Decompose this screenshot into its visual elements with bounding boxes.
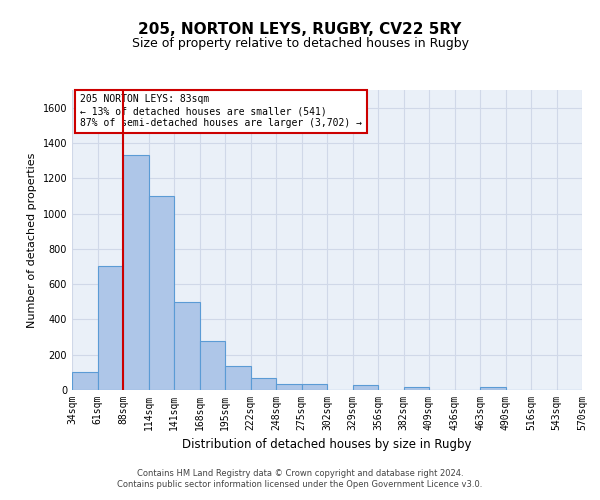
X-axis label: Distribution of detached houses by size in Rugby: Distribution of detached houses by size … (182, 438, 472, 452)
Text: 205, NORTON LEYS, RUGBY, CV22 5RY: 205, NORTON LEYS, RUGBY, CV22 5RY (139, 22, 461, 38)
Bar (123, 156, 149, 390)
Bar (149, 196, 174, 390)
Bar (97, 266, 123, 390)
Bar (404, 388, 429, 390)
Bar (353, 384, 378, 390)
Bar (225, 366, 251, 390)
Bar (174, 302, 199, 390)
Text: 205 NORTON LEYS: 83sqm
← 13% of detached houses are smaller (541)
87% of semi-de: 205 NORTON LEYS: 83sqm ← 13% of detached… (80, 94, 362, 128)
Bar (276, 384, 302, 390)
Bar (480, 388, 505, 390)
Bar (199, 342, 225, 390)
Bar (72, 372, 97, 390)
Text: Contains public sector information licensed under the Open Government Licence v3: Contains public sector information licen… (118, 480, 482, 489)
Text: Contains HM Land Registry data © Crown copyright and database right 2024.: Contains HM Land Registry data © Crown c… (137, 468, 463, 477)
Y-axis label: Number of detached properties: Number of detached properties (27, 152, 37, 328)
Bar (302, 384, 327, 390)
Text: Size of property relative to detached houses in Rugby: Size of property relative to detached ho… (131, 38, 469, 51)
Bar (251, 378, 276, 390)
